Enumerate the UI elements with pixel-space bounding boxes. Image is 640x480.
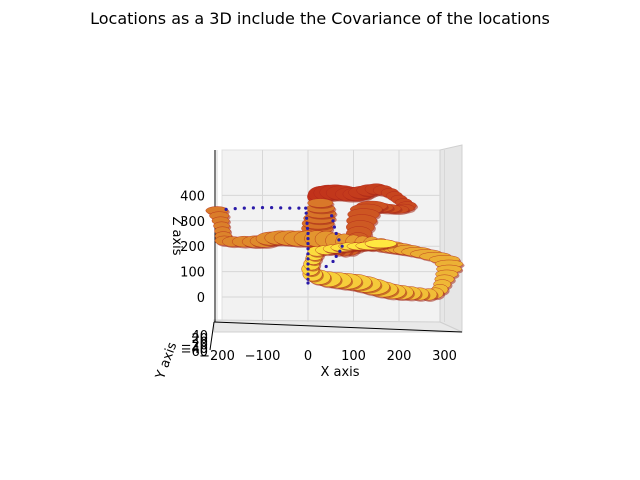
y-tick-label: −60 (181, 345, 208, 360)
location-point (334, 231, 338, 236)
y-axis-label: Y axis (153, 340, 181, 382)
right-pane (439, 144, 463, 333)
covariance-ellipsoid (307, 198, 334, 208)
location-point (270, 205, 274, 210)
location-point (338, 249, 342, 253)
location-point (242, 206, 246, 210)
location-point (297, 206, 301, 210)
location-point (279, 206, 283, 210)
location-point (331, 219, 335, 223)
location-point (233, 207, 237, 211)
y-tick-label: −40 (181, 342, 208, 357)
y-axis-line (209, 321, 215, 351)
z-tick-label: 0 (197, 291, 205, 306)
location-point (330, 214, 334, 218)
location-point (306, 236, 310, 241)
x-tick-label: 300 (432, 349, 457, 364)
location-point (224, 207, 228, 211)
y-tick-label: 40 (191, 329, 208, 344)
location-point (306, 262, 310, 266)
x-tick-labels: −200 −100 0 100 200 300 (199, 349, 457, 364)
location-point (306, 267, 310, 271)
location-point (305, 216, 309, 220)
location-point (306, 247, 310, 251)
z-tick-label: 400 (180, 189, 205, 204)
location-point (337, 238, 341, 242)
location-point (306, 277, 310, 281)
location-point (324, 264, 328, 269)
location-point (304, 211, 308, 215)
x-tick-label: −200 (199, 349, 235, 364)
y-tick-label: 20 (191, 332, 208, 347)
location-point (340, 244, 344, 248)
location-point (332, 225, 336, 229)
z-tick-label: 100 (180, 266, 205, 281)
x-tick-label: 200 (387, 349, 412, 364)
location-point (305, 226, 310, 231)
x-tick-label: 100 (341, 349, 366, 364)
x-tick-label: −100 (245, 349, 281, 364)
location-point (305, 221, 309, 225)
y-tick-label: −20 (181, 339, 208, 354)
data-layer (205, 183, 465, 302)
location-point (304, 206, 308, 210)
x-axis-label: X axis (320, 365, 359, 380)
location-point (334, 254, 338, 258)
location-point (306, 231, 310, 236)
z-tick-label: 200 (180, 240, 205, 255)
z-tick-label: 300 (180, 215, 205, 230)
location-point (331, 259, 335, 264)
z-tick-labels: 0 100 200 300 400 (180, 189, 205, 306)
covariance-ellipsoid (364, 239, 397, 249)
location-point (251, 206, 255, 210)
location-point (306, 272, 310, 276)
location-point (306, 242, 310, 246)
location-point (306, 281, 310, 285)
location-point (260, 205, 265, 210)
x-axis-line (213, 321, 463, 333)
location-point (306, 257, 310, 261)
x-tick-label: 0 (304, 349, 312, 364)
y-tick-label: 0 (200, 335, 208, 350)
z-axis-label: Z axis (169, 216, 184, 255)
location-point (288, 206, 292, 210)
location-point (306, 252, 310, 256)
chart-title: Locations as a 3D include the Covariance… (90, 9, 550, 28)
